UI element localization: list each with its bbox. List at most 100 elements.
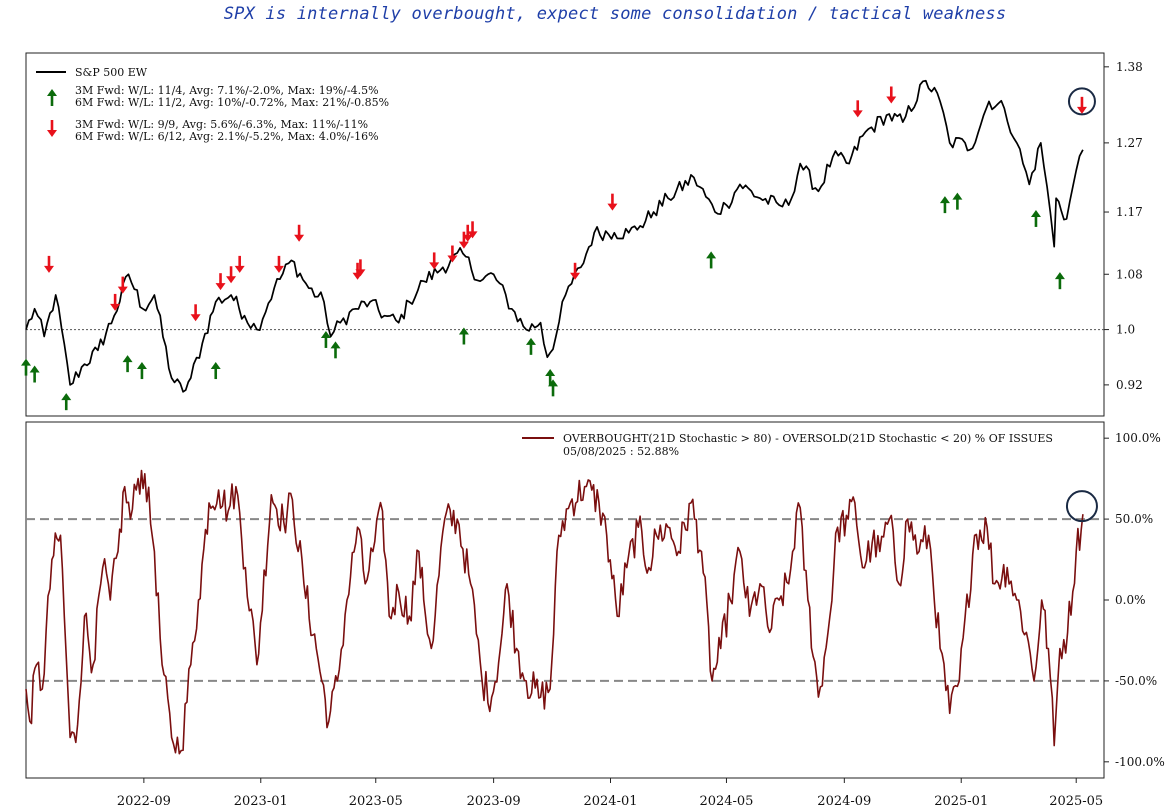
legend-latest-value: 05/08/2025 : 52.88% (563, 445, 679, 458)
down-arrow-18-head (852, 110, 863, 118)
up-arrow-6-head (320, 330, 331, 338)
bottom-ytick-label-4: 100.0% (1115, 431, 1161, 445)
up-arrow-2 (61, 393, 72, 411)
down-arrow-5 (226, 266, 237, 284)
xtick-label-3: 2023-09 (467, 794, 521, 809)
down-arrow-4-head (215, 283, 226, 291)
up-arrow-13 (939, 196, 950, 214)
up-arrow-2-head (61, 393, 72, 401)
down-arrow-13 (458, 231, 469, 249)
legend-up-arrow (47, 89, 57, 106)
bottom-highlight-circle (1065, 490, 1098, 523)
up-arrow-5-head (210, 362, 221, 370)
up-arrow-6 (320, 330, 331, 348)
top-panel-frame (25, 52, 1105, 417)
up-arrow-1 (29, 365, 40, 383)
up-arrow-14-head (952, 192, 963, 200)
top-ytick-label-3: 1.17 (1116, 205, 1143, 219)
down-arrow-10 (355, 259, 366, 277)
top-ytick-label-4: 1.27 (1116, 136, 1143, 150)
down-arrow-11 (429, 252, 440, 270)
up-arrow-10-head (545, 368, 556, 376)
up-arrow-7-head (330, 341, 341, 349)
up-arrow-15 (1030, 209, 1041, 227)
up-arrow-16-head (1054, 272, 1065, 280)
down-arrow-2-head (117, 286, 128, 294)
down-arrow-19 (886, 86, 897, 104)
bottom-ytick-label-1: -50.0% (1115, 674, 1157, 688)
down-arrow-14 (462, 224, 473, 242)
legend-up-arrow-head (47, 89, 57, 96)
down-arrow-10-head (355, 269, 366, 277)
legend-label-overbought-oversold: OVERBOUGHT(21D Stochastic > 80) - OVERSO… (563, 432, 1053, 445)
down-arrow-17 (607, 193, 618, 211)
legend-up-text-0: 3M Fwd: W/L: 11/4, Avg: 7.1%/-2.0%, Max:… (75, 84, 379, 97)
up-arrow-4 (136, 362, 147, 380)
up-arrow-11-head (548, 379, 559, 387)
up-arrow-14 (952, 192, 963, 210)
up-arrow-0-head (21, 358, 31, 366)
up-arrow-12-head (706, 251, 717, 259)
chart-headline: SPX is internally overbought, expect som… (223, 4, 1007, 24)
top-ytick-label-1: 1.0 (1116, 323, 1135, 337)
down-arrow-3 (190, 304, 201, 322)
series-line-sp500-ew (25, 79, 1084, 393)
down-arrow-11-head (429, 262, 440, 270)
up-arrow-8-head (458, 327, 469, 335)
down-arrow-1-head (110, 303, 121, 311)
legend-down-text-1: 6M Fwd: W/L: 6/12, Avg: 2.1%/-5.2%, Max:… (75, 130, 379, 143)
down-arrow-20-head (1076, 106, 1087, 114)
xtick-label-7: 2025-01 (934, 794, 988, 809)
xtick-label-2: 2023-05 (349, 794, 403, 809)
down-arrow-0-head (43, 265, 54, 273)
down-arrow-6 (234, 255, 245, 273)
xtick-label-0: 2022-09 (117, 794, 171, 809)
down-arrow-16 (570, 262, 581, 280)
down-arrow-7 (273, 255, 284, 273)
up-arrow-7 (330, 341, 341, 359)
xtick-label-1: 2023-01 (234, 794, 288, 809)
up-arrow-8 (458, 327, 469, 345)
down-arrow-17-head (607, 203, 618, 211)
up-arrow-4-head (136, 362, 147, 370)
down-arrow-3-head (190, 314, 201, 322)
down-arrow-16-head (570, 272, 581, 280)
down-arrow-7-head (273, 265, 284, 273)
bottom-ytick-label-0: -100.0% (1115, 755, 1165, 769)
down-arrow-14-head (462, 234, 473, 242)
down-arrow-8 (294, 224, 305, 242)
down-arrow-20 (1076, 96, 1087, 114)
legend-label-sp500-ew: S&P 500 EW (75, 66, 148, 79)
down-arrow-6-head (234, 265, 245, 273)
legend-down-arrow-head (47, 130, 57, 137)
legend-down-text-0: 3M Fwd: W/L: 9/9, Avg: 5.6%/-6.3%, Max: … (75, 118, 368, 131)
top-highlight-circle (1067, 87, 1096, 116)
bottom-panel-frame (25, 421, 1105, 779)
down-arrow-12-head (447, 255, 458, 263)
xtick-label-8: 2025-05 (1049, 794, 1103, 809)
top-ytick-label-0: 0.92 (1116, 378, 1143, 392)
up-arrow-16 (1054, 272, 1065, 290)
up-arrow-15-head (1030, 209, 1041, 217)
down-arrow-1 (110, 293, 121, 311)
down-arrow-8-head (294, 234, 305, 242)
up-arrow-11 (548, 379, 559, 397)
down-arrow-19-head (886, 96, 897, 104)
up-arrow-3-head (122, 355, 133, 363)
series-line-overbought-oversold (25, 469, 1084, 755)
top-ytick-label-5: 1.38 (1116, 60, 1143, 74)
down-arrow-12 (447, 245, 458, 263)
up-arrow-13-head (939, 196, 950, 204)
down-arrow-4 (215, 273, 226, 291)
bottom-ytick-label-2: 0.0% (1115, 593, 1146, 607)
up-arrow-0 (21, 358, 31, 376)
down-arrow-18 (852, 100, 863, 118)
up-arrow-3 (122, 355, 133, 373)
up-arrow-12 (706, 251, 717, 269)
bottom-ytick-label-3: 50.0% (1115, 512, 1153, 526)
xtick-label-5: 2024-05 (699, 794, 753, 809)
top-ytick-label-2: 1.08 (1116, 267, 1143, 281)
down-arrow-15-head (467, 231, 478, 239)
down-arrow-15 (467, 221, 478, 239)
